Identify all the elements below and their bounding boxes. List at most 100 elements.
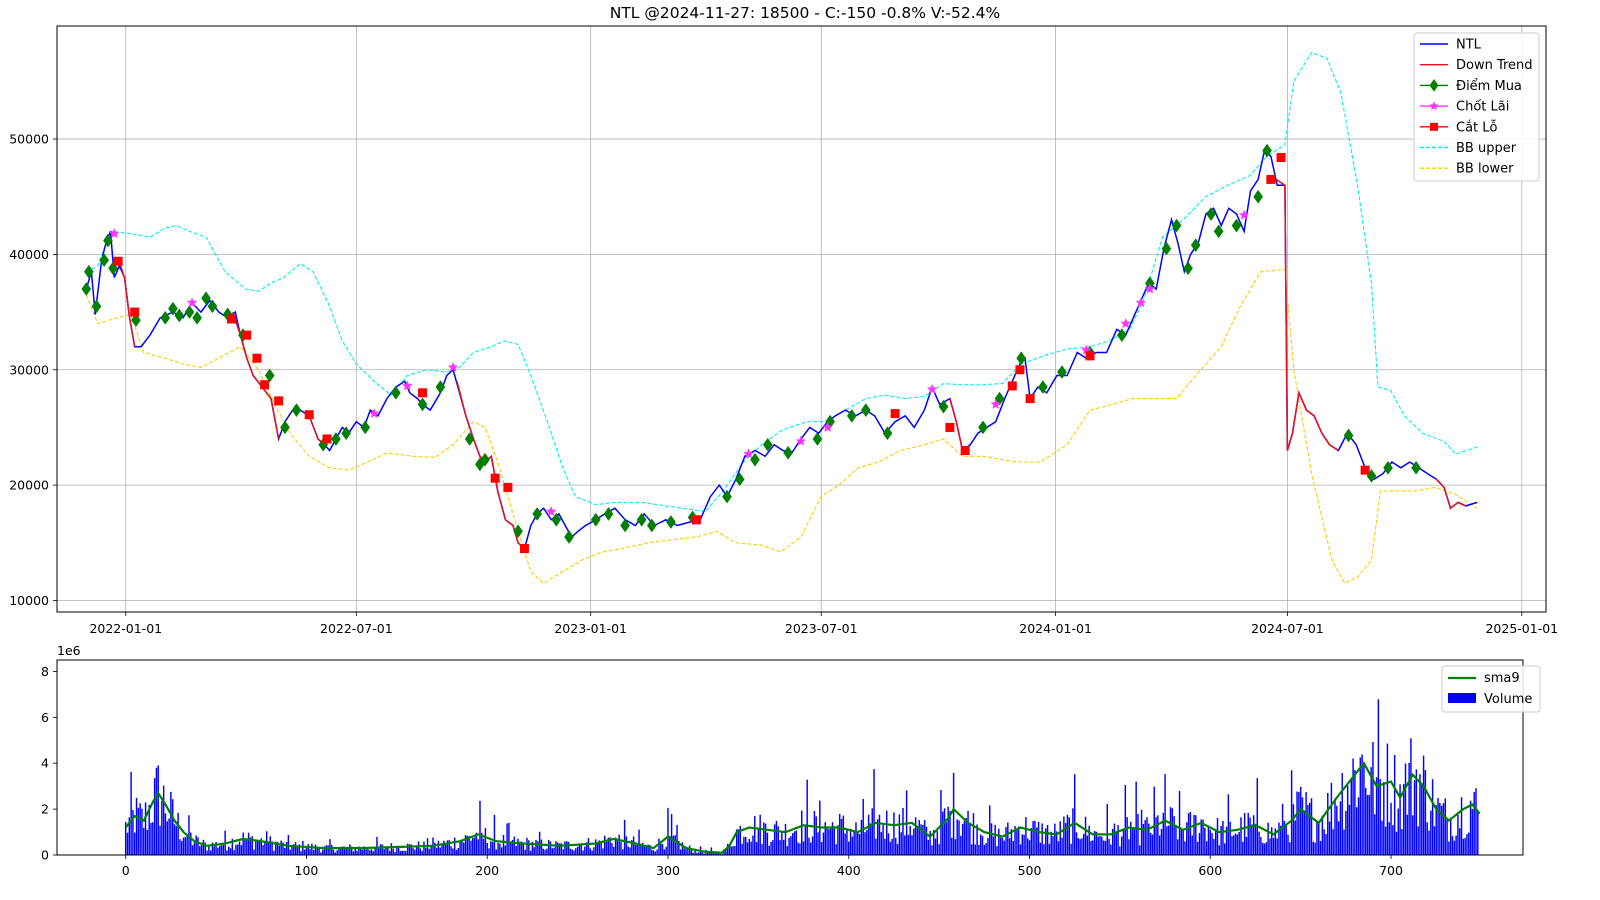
volume-bar <box>985 843 987 855</box>
volume-bar <box>531 841 534 855</box>
volume-bar <box>305 847 308 855</box>
volume-bar <box>311 843 313 855</box>
volume-bar <box>1182 829 1184 855</box>
volume-bar <box>1446 818 1448 855</box>
volume-bar <box>1068 817 1071 855</box>
volume-bar <box>605 841 608 855</box>
profit-marker <box>822 421 833 432</box>
volume-bar <box>1028 840 1031 855</box>
buy-marker <box>551 512 562 527</box>
volume-bar <box>262 845 264 855</box>
volume-bar <box>562 849 564 855</box>
legend-label: Down Trend <box>1456 58 1533 73</box>
chart-title: NTL @2024-11-27: 18500 - C:-150 -0.8% V:… <box>610 4 1001 22</box>
volume-bar <box>1384 826 1387 855</box>
volume-bar <box>473 837 476 855</box>
vol-y-tick-label: 2 <box>41 802 49 817</box>
buy-marker <box>99 253 109 268</box>
volume-bar <box>920 824 922 855</box>
volume-bar <box>940 790 942 855</box>
volume-bar <box>750 841 752 855</box>
volume-bar <box>996 846 998 855</box>
legend-swatch-marker <box>1430 122 1438 131</box>
volume-bar <box>1184 841 1186 855</box>
volume-bar <box>506 823 508 855</box>
volume-bar <box>716 853 718 855</box>
volume-bar <box>508 822 510 855</box>
volume-bar <box>193 842 196 855</box>
volume-bar <box>629 847 631 855</box>
volume-bar <box>696 852 698 855</box>
volume-bar <box>1316 822 1318 855</box>
volume-bar <box>864 832 866 855</box>
volume-bar <box>1238 831 1240 855</box>
volume-bar <box>1224 843 1226 855</box>
volume-bar <box>1256 778 1258 855</box>
volume-bar <box>200 843 203 855</box>
volume-bar <box>978 845 980 855</box>
volume-bars <box>124 699 1479 855</box>
vol-x-tick-label: 0 <box>122 863 130 878</box>
volume-bar <box>1417 826 1419 855</box>
volume-bar <box>190 832 192 855</box>
volume-bar <box>461 841 463 855</box>
x-tick-label: 2025-01-01 <box>1485 621 1558 636</box>
volume-bar <box>969 822 971 855</box>
volume-bar <box>770 842 772 855</box>
volume-bar <box>1093 830 1096 855</box>
volume-bar <box>208 844 210 855</box>
volume-bar <box>902 808 904 855</box>
y-tick-label: 10000 <box>9 593 49 608</box>
volume-bar <box>166 821 168 855</box>
volume-bar <box>511 839 514 855</box>
volume-bar <box>1289 842 1291 855</box>
volume-bar <box>960 835 962 855</box>
volume-bar <box>1200 819 1202 855</box>
volume-bar <box>815 816 817 855</box>
volume-bar <box>388 850 391 855</box>
volume-bar <box>580 844 582 855</box>
volume-bar <box>533 847 535 855</box>
volume-bar <box>934 838 937 855</box>
volume-bar <box>215 842 217 855</box>
profit-marker <box>447 361 459 372</box>
volume-bar <box>1079 839 1081 855</box>
volume-bar <box>916 827 919 855</box>
volume-bar <box>1205 841 1208 855</box>
volume-bar <box>338 847 340 855</box>
volume-bar <box>594 839 597 855</box>
volume-bar <box>1039 842 1042 855</box>
volume-bar <box>390 843 393 855</box>
volume-bar <box>730 846 732 855</box>
volume-bar <box>1111 828 1114 855</box>
volume-bar <box>280 840 282 855</box>
volume-bar <box>602 848 604 855</box>
volume-bar <box>1214 829 1217 855</box>
volume-bar <box>1083 833 1085 855</box>
volume-bar <box>542 848 544 855</box>
volume-legend: sma9 Volume <box>1441 665 1541 713</box>
volume-bar <box>399 851 402 855</box>
legend-label: BB lower <box>1456 162 1514 177</box>
volume-bar <box>1263 843 1266 855</box>
volume-bar <box>1242 841 1244 855</box>
volume-bar <box>410 844 413 855</box>
volume-bar <box>293 844 295 855</box>
volume-bar <box>206 850 208 855</box>
volume-bar <box>1101 836 1103 855</box>
volume-bar <box>1383 781 1385 855</box>
volume-bar <box>356 850 358 855</box>
volume-bar <box>643 845 646 855</box>
volume-bar <box>945 822 948 855</box>
volume-bar <box>392 848 394 855</box>
volume-bar <box>965 818 967 855</box>
volume-bar <box>437 840 440 855</box>
volume-bar <box>1354 770 1356 855</box>
volume-bar <box>428 848 431 855</box>
volume-bar <box>1381 820 1383 855</box>
volume-bar <box>1187 813 1190 855</box>
volume-bar <box>459 841 461 855</box>
volume-bar <box>660 842 662 855</box>
volume-bar <box>802 841 805 855</box>
volume-bar <box>1019 844 1022 855</box>
